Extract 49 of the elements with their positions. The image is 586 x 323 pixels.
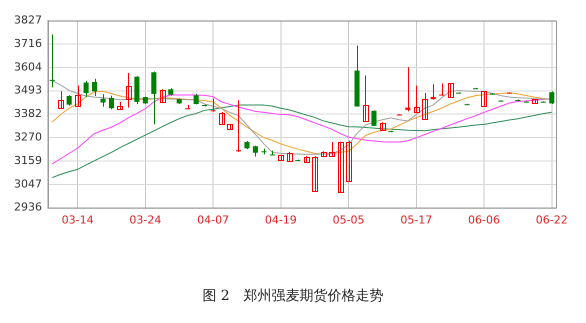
- y-tick-label: 2936: [14, 200, 42, 214]
- candlestick: [363, 74, 369, 122]
- candlestick: [75, 85, 81, 107]
- candlestick: [329, 142, 335, 157]
- candlestick: [66, 94, 72, 106]
- candlestick: [151, 70, 156, 125]
- candlestick: [430, 84, 436, 100]
- candlestick: [414, 85, 420, 113]
- candlestick: [346, 140, 352, 182]
- y-tick-label: 3604: [14, 60, 42, 74]
- candlestick: [58, 90, 64, 110]
- y-tick-label: 3382: [14, 106, 42, 120]
- candlestick: [312, 156, 318, 192]
- candlestick: [100, 94, 106, 108]
- candlestick: [405, 66, 410, 112]
- x-tick-label: 04-19: [264, 213, 297, 226]
- candlestick: [371, 110, 377, 126]
- y-tick-label: 3159: [14, 154, 42, 167]
- x-tick-label: 05-17: [400, 213, 432, 226]
- candlestick: [481, 90, 487, 108]
- candlestick: [92, 78, 98, 97]
- text: 图 2 郑州强麦期货价格走势: [201, 287, 385, 305]
- x-tick-label: 06-06: [468, 213, 500, 226]
- candlestick: [84, 80, 89, 98]
- candlestick: [439, 82, 444, 96]
- y-tick-label: 3827: [14, 13, 42, 26]
- candlestick: [338, 141, 344, 194]
- y-tick-label: 3270: [14, 130, 42, 144]
- candlestick: [50, 34, 55, 88]
- x-tick-label: 05-05: [332, 213, 365, 226]
- candlestick: [210, 98, 216, 112]
- y-tick-label: 3716: [14, 36, 42, 50]
- candlestick: [126, 72, 132, 108]
- x-tick-label: 04-07: [197, 213, 230, 226]
- candlestick: [108, 95, 114, 110]
- y-tick-label: 3493: [14, 84, 42, 97]
- candlestick: [448, 82, 454, 98]
- y-tick-label: 3047: [14, 177, 42, 190]
- candlestick: [236, 100, 242, 152]
- candlestick: [287, 151, 293, 162]
- candlestick: [422, 92, 428, 120]
- candlestick: [219, 111, 225, 126]
- candlestick: [194, 93, 199, 105]
- candlestick: [549, 90, 554, 105]
- candlestick: [160, 88, 166, 104]
- x-tick-label: 03-14: [62, 213, 94, 226]
- x-tick-label: 06-22: [536, 213, 568, 226]
- x-tick-label: 03-24: [129, 213, 162, 226]
- candlestick: [252, 145, 258, 158]
